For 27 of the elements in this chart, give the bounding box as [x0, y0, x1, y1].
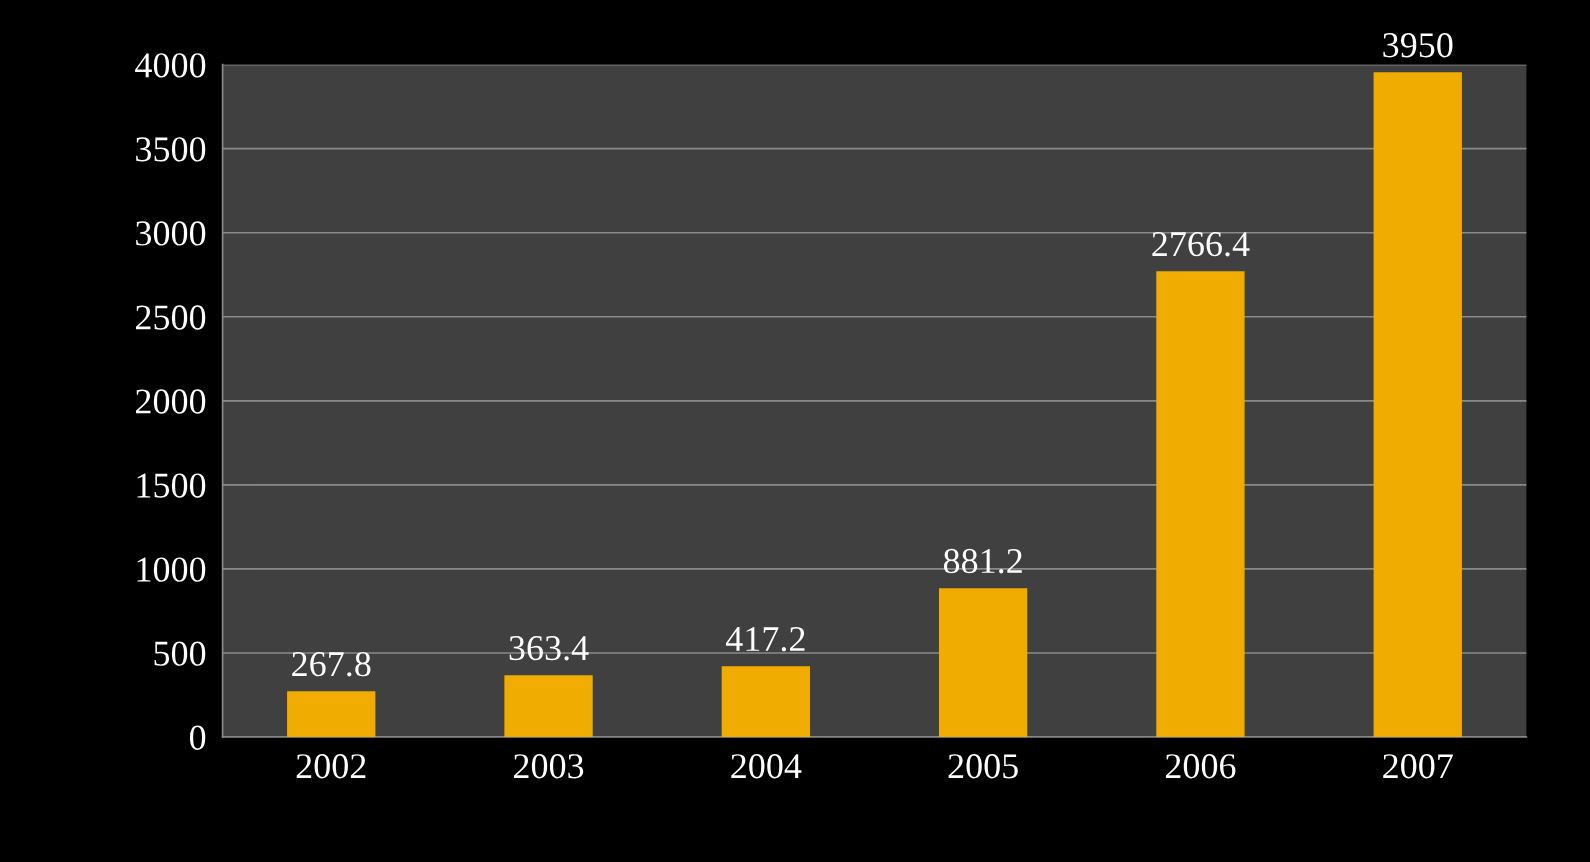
data-label: 881.2: [943, 548, 1022, 574]
x-tick-label: 2002: [296, 754, 366, 779]
bar: [1373, 72, 1462, 738]
x-tick-label: 2003: [514, 754, 584, 779]
y-tick-label: 4000: [135, 53, 206, 78]
y-tick-label: 3000: [136, 221, 206, 246]
x-tick-label: 2007: [1383, 754, 1453, 779]
y-tick-label: 2000: [135, 389, 206, 414]
bar: [287, 691, 376, 738]
y-tick-label: 0: [189, 725, 206, 750]
y-tick-label: 2500: [135, 305, 206, 330]
bar: [504, 675, 593, 738]
data-label: 417.2: [725, 626, 805, 652]
x-tick-label: 2004: [731, 754, 802, 779]
x-tick-label: 2005: [948, 754, 1018, 779]
y-tick-label: 1000: [137, 557, 206, 582]
data-label: 3950: [1383, 33, 1453, 58]
y-tick-label: 500: [154, 641, 206, 666]
x-tick-label: 2006: [1165, 754, 1236, 779]
y-tick-label: 3500: [136, 137, 206, 162]
y-tick-label: 1500: [137, 473, 206, 498]
data-label: 363.4: [509, 635, 589, 661]
bar: [1156, 271, 1245, 738]
bar: [938, 588, 1028, 738]
bar: [721, 666, 811, 738]
data-label: 267.8: [292, 651, 371, 677]
data-label: 2766.4: [1152, 232, 1250, 257]
